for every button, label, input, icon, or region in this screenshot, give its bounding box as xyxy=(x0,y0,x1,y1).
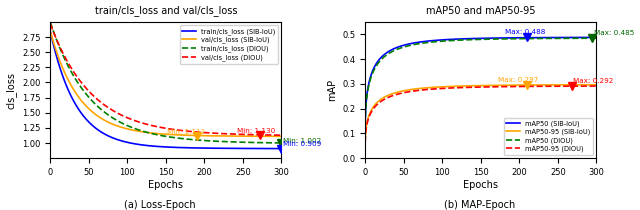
Title: train/cls_loss and val/cls_loss: train/cls_loss and val/cls_loss xyxy=(95,5,237,16)
Text: Max: 0.292: Max: 0.292 xyxy=(573,78,614,84)
Text: Min: 1.111: Min: 1.111 xyxy=(167,129,205,135)
Text: Max: 0.488: Max: 0.488 xyxy=(506,29,546,35)
X-axis label: Epochs: Epochs xyxy=(463,180,499,190)
Text: Min: 0.909: Min: 0.909 xyxy=(283,141,321,147)
Text: (b) MAP-Epoch: (b) MAP-Epoch xyxy=(444,200,516,210)
Text: Max: 0.297: Max: 0.297 xyxy=(498,77,538,83)
Text: (a) Loss-Epoch: (a) Loss-Epoch xyxy=(124,200,196,210)
Text: Min: 1.002: Min: 1.002 xyxy=(283,138,321,144)
Title: mAP50 and mAP50-95: mAP50 and mAP50-95 xyxy=(426,5,536,16)
Text: Max: 0.485: Max: 0.485 xyxy=(594,30,634,36)
Text: Min: 1.130: Min: 1.130 xyxy=(237,128,275,134)
Legend: train/cls_loss (SIB-IoU), val/cls_loss (SIB-IoU), train/cls_loss (DIOU), val/cls: train/cls_loss (SIB-IoU), val/cls_loss (… xyxy=(180,25,278,64)
X-axis label: Epochs: Epochs xyxy=(148,180,183,190)
Y-axis label: mAP: mAP xyxy=(326,79,337,101)
Y-axis label: cls_loss: cls_loss xyxy=(6,72,17,109)
Legend: mAP50 (SIB-IoU), mAP50-95 (SIB-IoU), mAP50 (DIOU), mAP50-95 (DIOU): mAP50 (SIB-IoU), mAP50-95 (SIB-IoU), mAP… xyxy=(504,118,593,155)
